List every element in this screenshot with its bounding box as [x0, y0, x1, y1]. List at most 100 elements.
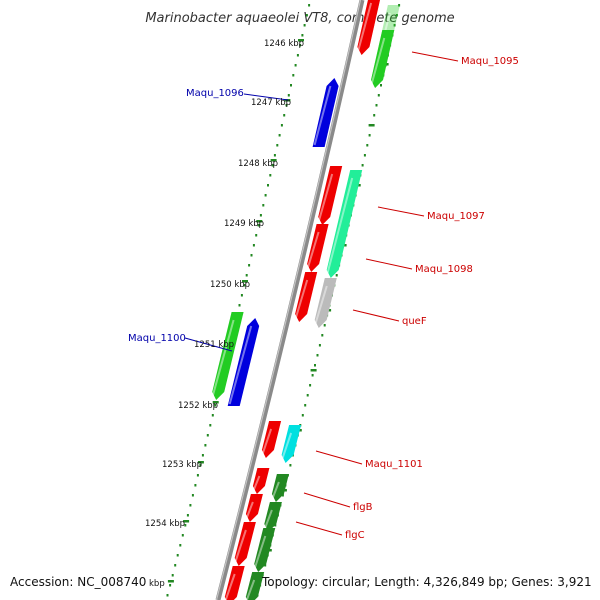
inner-tick-track-dot	[264, 194, 267, 197]
gene-maqu-1101-shine	[260, 428, 273, 457]
inner-tick-track-dot	[169, 584, 172, 587]
gene-maqu-1100-body	[227, 318, 260, 406]
inner-tick-track-dot	[262, 204, 265, 207]
gene-maqu-1097-cog-body	[326, 170, 363, 278]
gene-maqu-1100-green-shine	[211, 319, 235, 399]
gene-maqu-1096-body	[312, 78, 339, 147]
outer-tick-track-dot	[395, 14, 398, 17]
gene-flgb	[251, 468, 270, 494]
genome-backbone-highlight	[215, 0, 362, 600]
gene-quef-cog-shine	[313, 285, 328, 327]
leader-line-maqu-1097	[377, 206, 425, 217]
inner-tick-track-dot	[194, 484, 197, 487]
inner-tick-track-dot	[181, 534, 184, 537]
gene-flgd-cog	[253, 528, 276, 572]
scale-tick	[256, 220, 263, 223]
outer-tick-track-dot	[398, 4, 401, 7]
gene-maqu-1095-body	[357, 0, 380, 55]
inner-tick-track-dot	[238, 304, 241, 307]
inner-tick-track-dot	[259, 214, 262, 217]
outer-tick-track-dot	[301, 414, 304, 417]
gene-maqu-1095-green-shine	[370, 37, 386, 87]
scale-label-1251: 1251 kbp	[194, 340, 234, 350]
inner-tick-track-dot	[250, 254, 253, 257]
outer-tick-track-dot	[316, 354, 319, 357]
outer-tick-track-dot	[323, 324, 326, 327]
scale-tick	[368, 124, 375, 127]
inner-tick-track-dot	[191, 494, 194, 497]
scale-label-1255: kbp	[149, 579, 165, 589]
inner-tick-track-dot	[214, 404, 217, 407]
scale-label-1252: 1252 kbp	[178, 401, 218, 411]
gene-flgc-cog	[263, 502, 282, 532]
gene-maqu-1098-body	[307, 224, 329, 272]
topology-text: Topology: circular; Length: 4,326,849 bp…	[261, 575, 592, 589]
inner-tick-track-dot	[179, 544, 182, 547]
gene-flgb-cog-body	[271, 474, 289, 502]
outer-tick-track-dot	[311, 374, 314, 377]
outer-tick-track-dot	[363, 154, 366, 157]
outer-tick-track-dot	[306, 394, 309, 397]
outer-tick-track-dot	[314, 364, 316, 367]
inner-tick-track-dot	[301, 34, 304, 37]
inner-tick-track-dot	[240, 294, 243, 297]
inner-tick-track-dot	[278, 134, 281, 137]
leader-line-flgc	[295, 521, 343, 536]
scale-label-1246: 1246 kbp	[264, 39, 304, 49]
gene-flge	[224, 566, 245, 600]
scale-tick	[183, 520, 190, 523]
inner-tick-track-dot	[196, 474, 199, 477]
gene-maqu-1100-shine	[228, 325, 253, 405]
gene-label-maqu-1097: Maqu_1097	[427, 211, 485, 222]
gene-flge-body	[224, 566, 245, 600]
inner-tick-track-dot	[294, 64, 297, 67]
outer-tick-track-dot	[380, 84, 382, 87]
outer-tick-track-dot	[304, 404, 307, 407]
gene-maqu-1098	[306, 224, 329, 272]
inner-tick-track-dot	[276, 144, 279, 147]
leader-line-quef	[352, 309, 400, 322]
outer-tick-track-dot	[361, 164, 364, 167]
inner-tick-track-dot	[308, 4, 311, 7]
inner-tick-track-dot	[248, 264, 251, 267]
leader-line-maqu-1101	[315, 450, 363, 465]
inner-tick-track-dot	[290, 84, 292, 87]
genome-backbone	[215, 0, 365, 600]
inner-tick-track-dot	[267, 184, 269, 187]
inner-tick-track-dot	[245, 274, 248, 277]
gene-flgd-body	[234, 522, 256, 566]
inner-tick-track-dot	[166, 594, 169, 597]
gene-flgc-cog-body	[264, 502, 282, 532]
gene-maqu-1095-green	[370, 30, 395, 88]
map-title: Marinobacter aquaeolei VT8, complete gen…	[145, 11, 454, 26]
inner-tick-track-dot	[303, 24, 306, 27]
scale-label-1247: 1247 kbp	[251, 98, 291, 108]
gene-maqu-1100	[227, 318, 260, 406]
gene-maqu-1095	[356, 0, 380, 55]
gene-maqu-1100-green-body	[212, 312, 244, 400]
scale-label-1250: 1250 kbp	[210, 280, 250, 290]
inner-tick-track-dot	[273, 154, 276, 157]
outer-tick-track-dot	[321, 334, 324, 337]
gene-label-maqu-1096: Maqu_1096	[186, 88, 244, 99]
gene-maqu-1096-shine	[313, 85, 332, 146]
gene-flge-shine	[224, 573, 236, 600]
gene-label-maqu-1100: Maqu_1100	[128, 333, 186, 344]
gene-flgc-body	[245, 494, 263, 522]
gene-flge-cog-body	[245, 572, 265, 600]
inner-tick-track-dot	[189, 504, 192, 507]
gene-maqu-1097-cog	[325, 170, 363, 278]
gene-maqu-1095-shine	[356, 2, 373, 54]
gene-maqu-1101-trna	[280, 425, 302, 463]
gene-flgb-shine	[251, 475, 261, 493]
inner-tick-track-dot	[171, 574, 174, 577]
gene-quef-cog	[313, 278, 337, 328]
outer-tick-track-dot	[375, 104, 378, 107]
scale-label-1249: 1249 kbp	[224, 219, 264, 229]
gene-label-maqu-1098: Maqu_1098	[415, 264, 473, 275]
gene-flgd-cog-body	[254, 528, 276, 572]
outer-tick-track-dot	[309, 384, 312, 387]
inner-tick-track-dot	[280, 124, 283, 127]
gene-maqu-1095-green-body	[371, 30, 395, 88]
gene-flgb-cog	[270, 474, 289, 502]
